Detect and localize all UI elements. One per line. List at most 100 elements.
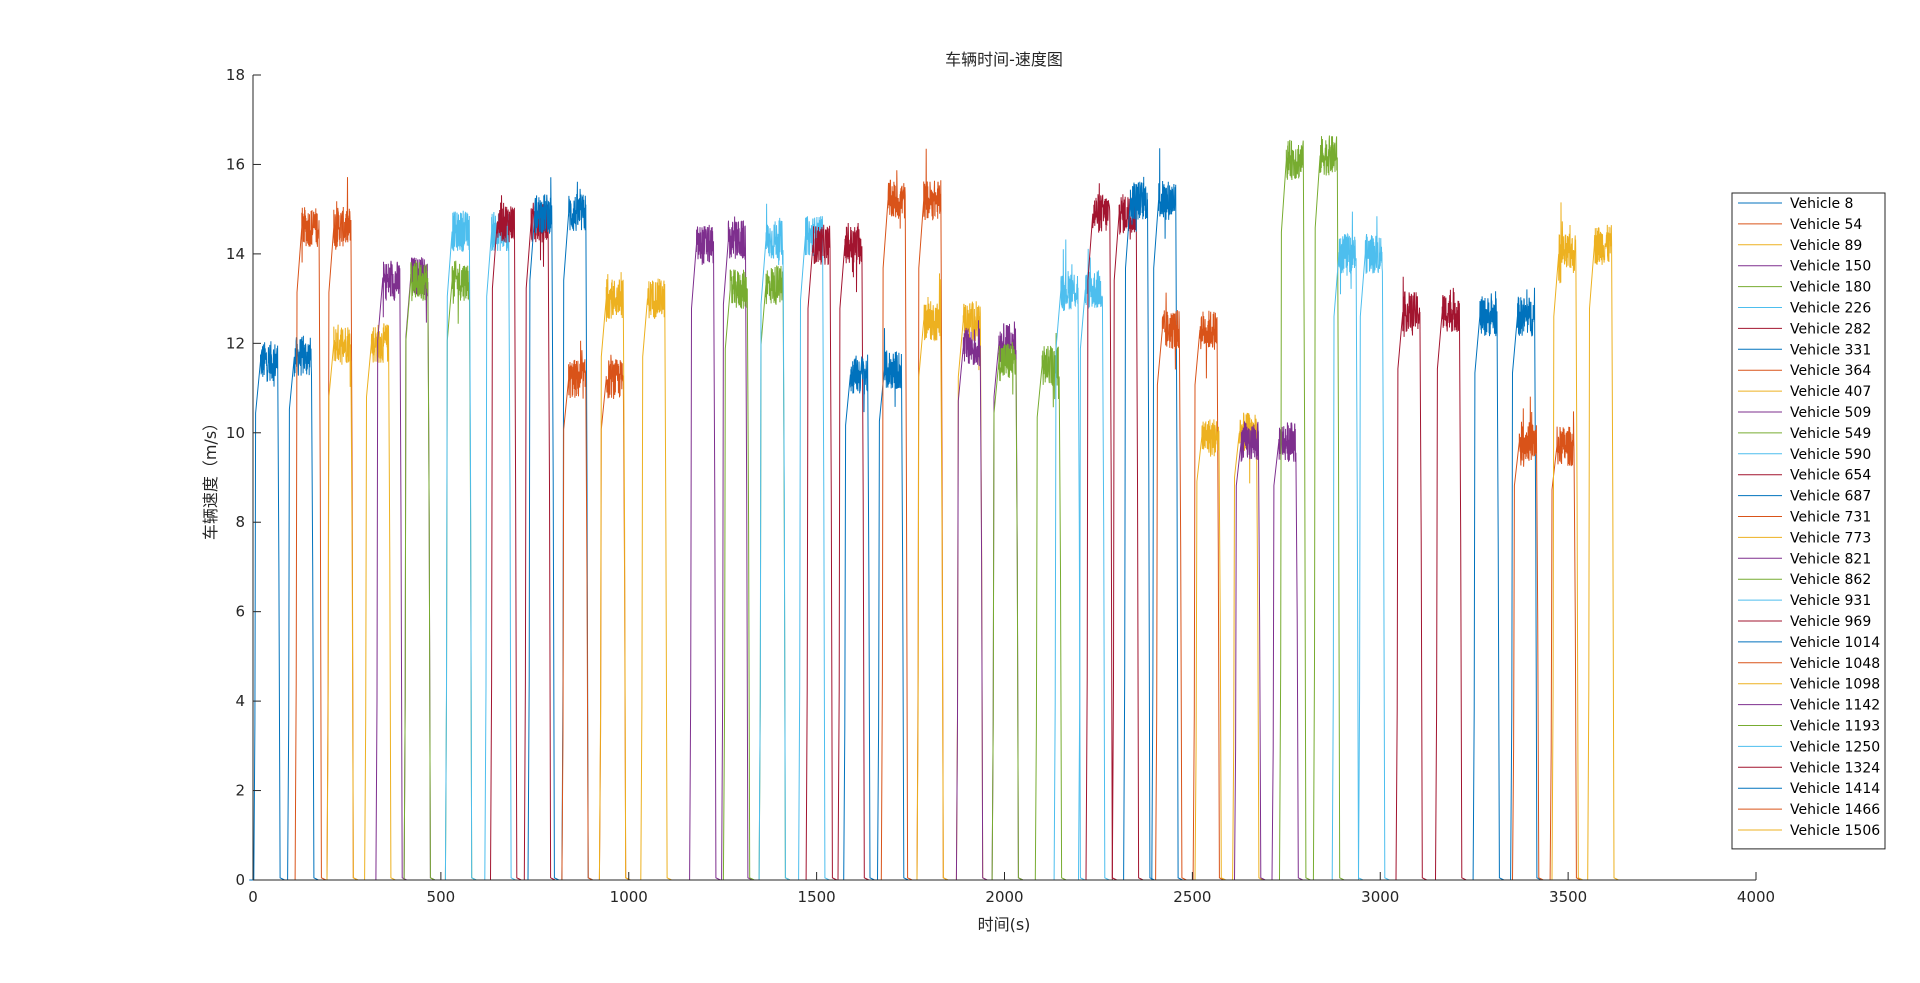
series-segment (523, 177, 560, 881)
plot-area (249, 135, 1619, 881)
series-segment (1119, 176, 1155, 881)
series-line (839, 328, 909, 881)
series-segment (594, 354, 631, 881)
x-tick-label: 500 (427, 888, 456, 906)
series-segment (290, 207, 327, 881)
legend-entry: Vehicle 1414 (1790, 781, 1880, 797)
legend-entry: Vehicle 364 (1790, 363, 1871, 379)
series-segment (1353, 216, 1390, 881)
legend-entry: Vehicle 1193 (1790, 719, 1880, 735)
series-line (322, 323, 396, 881)
legend-entry: Vehicle 1324 (1790, 760, 1880, 776)
series-segment (1583, 224, 1619, 881)
y-tick-label: 12 (226, 334, 245, 352)
series-line (1049, 239, 1110, 881)
series-segment (322, 324, 359, 881)
y-tick-label: 8 (235, 513, 245, 531)
legend-entry: Vehicle 8 (1790, 196, 1853, 212)
legend-entry: Vehicle 931 (1790, 593, 1871, 609)
series-segment (440, 260, 477, 881)
legend-entry: Vehicle 1048 (1790, 656, 1880, 672)
series-line (685, 216, 753, 881)
series-segment (987, 342, 1024, 881)
series-segment (1547, 202, 1584, 881)
series-segment (557, 340, 593, 881)
y-tick-label: 2 (235, 782, 245, 800)
series-line (249, 335, 319, 881)
legend-entry: Vehicle 1142 (1790, 698, 1880, 714)
series-segment (360, 323, 396, 881)
series-line (290, 177, 359, 881)
legend-entry: Vehicle 282 (1790, 321, 1871, 337)
series-line (523, 177, 593, 881)
series-line (1391, 276, 1467, 881)
series-segment (1308, 135, 1345, 881)
legend-entry: Vehicle 549 (1790, 426, 1871, 442)
legend-entry: Vehicle 1506 (1790, 823, 1880, 839)
legend-entry: Vehicle 180 (1790, 280, 1871, 296)
legend-entry: Vehicle 687 (1790, 489, 1871, 505)
x-tick-label: 2000 (985, 888, 1023, 906)
series-segment (1545, 411, 1582, 881)
series-segment (717, 216, 753, 881)
series-segment (1391, 276, 1428, 881)
series-line (594, 272, 672, 881)
series-segment (1506, 287, 1542, 881)
series-segment (801, 224, 838, 881)
x-axis-title: 时间(s) (978, 915, 1031, 934)
series-segment (876, 170, 913, 881)
series-segment (249, 341, 285, 881)
y-tick-label: 0 (235, 871, 245, 889)
axes: 0 500 1000 1500 2000 2500 3000 3500 4000 0 2 4 6 8 10… (226, 66, 1775, 906)
series-line (876, 148, 949, 881)
series-segment (1081, 183, 1118, 881)
legend-entry: Vehicle 969 (1790, 614, 1871, 630)
legend-entry: Vehicle 862 (1790, 572, 1871, 588)
series-segment (1327, 211, 1364, 881)
series-segment (399, 260, 436, 881)
series-segment (594, 272, 631, 881)
legend-box (1731, 192, 1886, 850)
series-segment (1190, 419, 1227, 881)
series-segment (1049, 239, 1086, 881)
y-tick-label: 6 (235, 603, 245, 621)
series-segment (440, 210, 477, 881)
series-segment (1230, 420, 1266, 881)
y-tick-label: 10 (226, 424, 245, 442)
legend-entry: Vehicle 407 (1790, 384, 1871, 400)
series-line (1547, 202, 1619, 881)
series-segment (1468, 291, 1505, 881)
series-segment (685, 224, 721, 881)
y-axis-title: 车辆速度（m/s） (201, 415, 220, 540)
legend-entry: Vehicle 89 (1790, 238, 1862, 254)
series-segment (1030, 332, 1067, 881)
legend-entry: Vehicle 1250 (1790, 739, 1880, 755)
series-line (1327, 211, 1390, 881)
series-segment (1188, 310, 1225, 881)
series-segment (839, 354, 875, 881)
legend-entry: Vehicle 821 (1790, 551, 1871, 567)
legend-entry: Vehicle 150 (1790, 259, 1871, 275)
legend-entry: Vehicle 509 (1790, 405, 1871, 421)
legend-entry: Vehicle 54 (1790, 217, 1862, 233)
series-segment (718, 269, 755, 881)
y-tick-label: 18 (226, 66, 245, 84)
legend-entry: Vehicle 331 (1790, 342, 1871, 358)
x-tick-label: 2500 (1173, 888, 1211, 906)
series-line (1508, 396, 1582, 881)
y-ticks: 0 2 4 6 8 10 12 14 16 18 (226, 66, 261, 889)
series-segment (833, 222, 870, 881)
series-segment (754, 265, 791, 881)
x-tick-label: 3000 (1361, 888, 1399, 906)
series-segment (636, 278, 672, 881)
series-segment (873, 328, 909, 881)
series-line (1119, 148, 1183, 881)
legend-entry: Vehicle 1466 (1790, 802, 1880, 818)
series-segment (912, 148, 949, 881)
series-line (718, 265, 791, 881)
series-segment (1275, 139, 1311, 881)
legend-entry: Vehicle 1098 (1790, 677, 1880, 693)
legend-entry: Vehicle 1014 (1790, 635, 1880, 651)
legend-entry: Vehicle 226 (1790, 301, 1871, 317)
